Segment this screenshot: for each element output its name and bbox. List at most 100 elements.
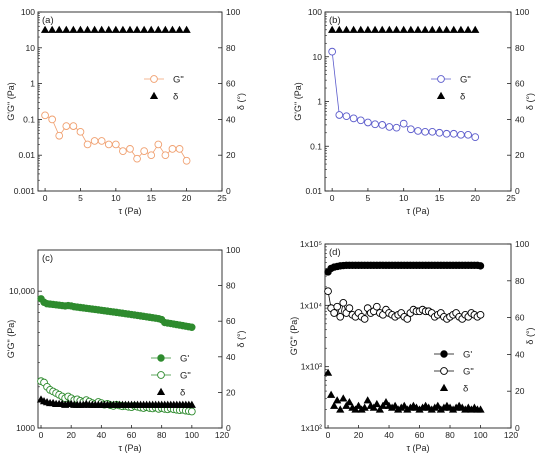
x-tick-label: 0 — [43, 193, 48, 203]
legend: G" δ — [431, 75, 471, 103]
y-axis-title: G'G" (Pa) — [293, 82, 303, 120]
legend-label: δ — [460, 92, 465, 103]
y2-tick-label: 80 — [226, 43, 236, 53]
y2-tick-label: 60 — [515, 79, 525, 89]
x-tick-label: 100 — [185, 430, 199, 440]
data-point — [364, 118, 372, 127]
legend-label: G" — [463, 367, 474, 378]
x-tick-label: 25 — [506, 193, 516, 203]
legend-label: δ — [180, 388, 185, 399]
data-point — [476, 262, 485, 270]
data-point — [456, 25, 466, 33]
legend-marker — [440, 367, 448, 375]
data-point — [188, 323, 196, 331]
data-point — [323, 368, 333, 376]
data-point — [161, 25, 170, 33]
data-point — [83, 25, 92, 33]
data-point — [125, 25, 135, 33]
y-tick-label: 10,000 — [9, 286, 35, 296]
panel-label: (a) — [42, 15, 54, 26]
series-3 — [36, 395, 196, 408]
x-tick-label: 20 — [470, 193, 480, 203]
y-tick-label: 0.001 — [14, 186, 36, 196]
data-point — [62, 25, 71, 33]
data-point — [326, 390, 336, 398]
y-tick-label: 1x10³ — [301, 362, 322, 372]
y2-tick-label: 80 — [226, 281, 236, 291]
data-point — [90, 25, 99, 33]
y-tick-label: 1000 — [16, 423, 35, 433]
data-point — [118, 25, 128, 33]
legend-marker — [149, 91, 159, 99]
data-point — [76, 25, 85, 33]
series-1 — [328, 47, 480, 141]
data-point — [324, 287, 332, 296]
legend-label: G" — [173, 75, 184, 86]
x-tick-label: 60 — [127, 430, 137, 440]
series-2 — [328, 25, 480, 33]
data-point — [182, 156, 191, 165]
data-point — [414, 127, 422, 135]
plot-frame — [37, 11, 223, 192]
data-point — [154, 25, 163, 33]
data-point — [161, 151, 170, 160]
y2-axis-title: δ (°) — [236, 93, 246, 110]
data-point — [69, 122, 78, 130]
data-point — [83, 140, 92, 149]
x-tick-label: 10 — [111, 193, 121, 203]
x-tick-label: 25 — [217, 193, 227, 203]
data-point — [428, 127, 437, 136]
plot-frame — [324, 243, 512, 429]
y2-tick-label: 60 — [226, 316, 236, 326]
series-3 — [323, 368, 485, 413]
data-point — [471, 25, 480, 33]
data-point — [147, 25, 156, 33]
x-tick-label: 10 — [399, 193, 409, 203]
series-1 — [37, 295, 196, 331]
x-tick-label: 20 — [354, 430, 364, 440]
x-axis-title: τ (Pa) — [406, 206, 429, 216]
series-1 — [324, 261, 485, 276]
data-point — [342, 25, 351, 33]
y2-tick-label: 40 — [226, 114, 236, 124]
data-point — [442, 129, 451, 138]
y2-tick-label: 60 — [226, 79, 236, 89]
data-point — [342, 112, 351, 121]
legend-marker — [439, 383, 449, 392]
y2-axis-title: δ (°) — [525, 93, 535, 110]
x-tick-label: 80 — [445, 430, 455, 440]
data-point — [435, 25, 444, 33]
data-point — [330, 309, 338, 317]
x-tick-label: 5 — [366, 193, 371, 203]
x-axis-title: τ (Pa) — [406, 443, 429, 453]
y2-tick-label: 80 — [515, 43, 525, 53]
data-point — [187, 400, 196, 408]
data-point — [369, 403, 378, 411]
y2-tick-label: 0 — [515, 423, 520, 433]
x-tick-label: 60 — [415, 430, 425, 440]
y2-tick-label: 0 — [226, 186, 231, 196]
data-point — [385, 25, 394, 33]
data-point — [345, 398, 354, 406]
data-point — [175, 145, 184, 153]
y-axis-title: G'G" (Pa) — [289, 317, 299, 355]
y2-tick-label: 20 — [226, 387, 236, 397]
y2-tick-label: 0 — [515, 186, 520, 196]
data-point — [62, 122, 71, 130]
legend: G' G" δ — [151, 354, 191, 399]
data-point — [392, 123, 401, 132]
y2-tick-label: 100 — [226, 7, 240, 17]
data-point — [342, 401, 351, 409]
data-point — [339, 298, 348, 307]
data-point — [133, 154, 141, 163]
data-point — [48, 25, 57, 33]
data-point — [354, 401, 363, 409]
y-tick-label: 100 — [21, 7, 35, 17]
y2-tick-label: 60 — [515, 313, 525, 323]
y-tick-label: 0.01 — [305, 186, 322, 196]
y2-tick-label: 20 — [515, 150, 525, 160]
series-2 — [324, 287, 485, 323]
y-tick-label: 1 — [30, 79, 35, 89]
panel-label: (b) — [329, 15, 341, 26]
panel-4: (d) 0 20 40 60 80 100 120 1x10² 1x10³ 1x10⁴ 1x10⁵ 0 2… — [289, 239, 535, 453]
